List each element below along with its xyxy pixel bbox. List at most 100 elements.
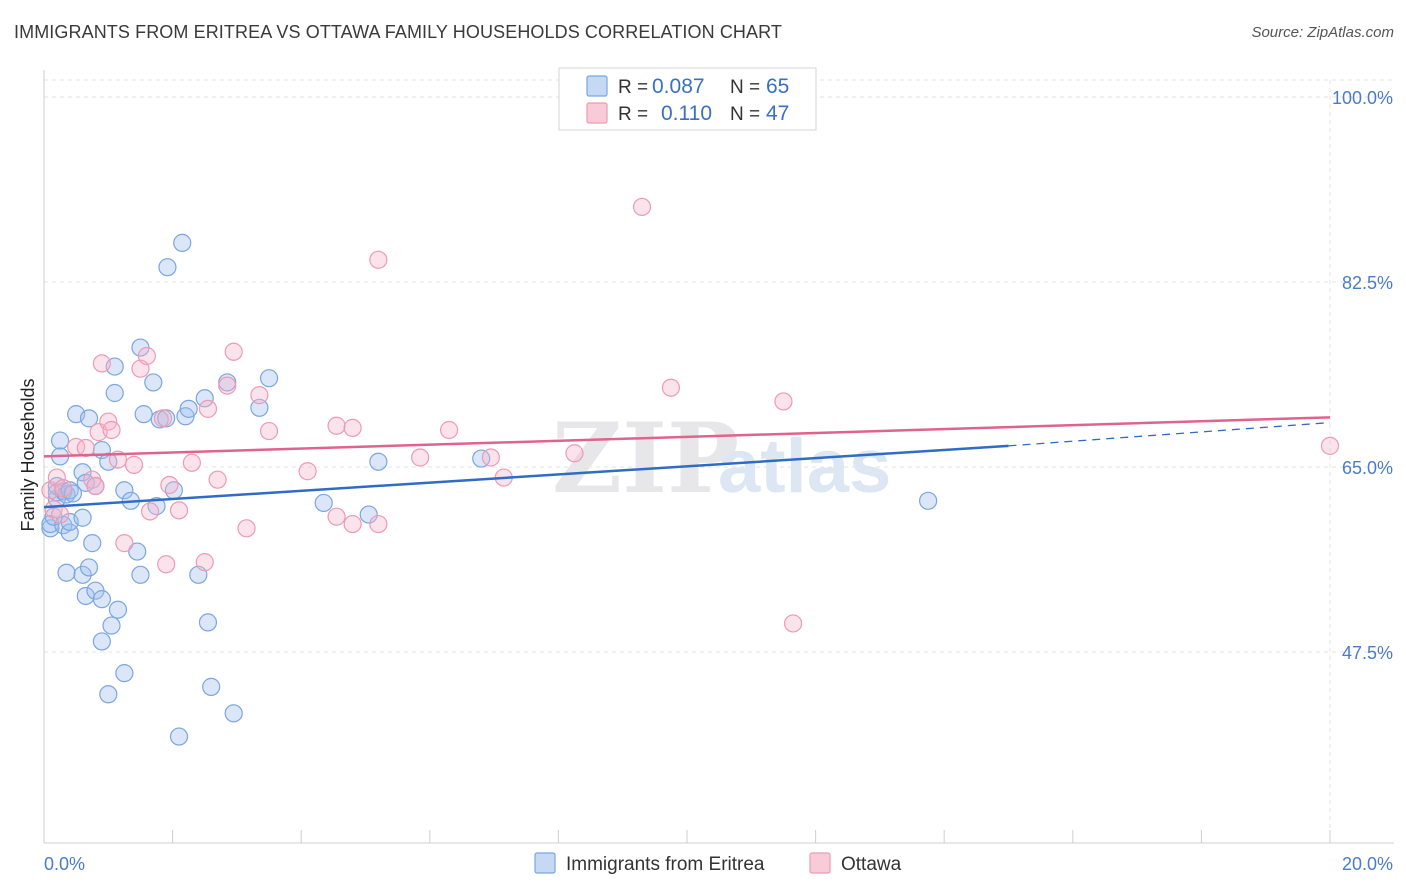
series-eritrea-points: [41, 233, 938, 746]
eritrea-point-50: [173, 233, 192, 252]
ottawa-point-3: [50, 505, 70, 524]
eritrea-point-19: [73, 463, 92, 482]
ottawa-point-23: [182, 453, 201, 472]
ottawa-point-46: [774, 392, 793, 411]
ottawa-point-19: [153, 409, 173, 428]
eritrea-point-47: [158, 258, 177, 277]
ottawa-point-8: [86, 476, 105, 496]
ottawa-point-38: [369, 250, 388, 269]
eritrea-point-55: [198, 613, 218, 632]
ottawa-point-25: [198, 399, 218, 418]
ottawa-point-41: [481, 448, 500, 467]
x-tick-labels: 0.0% 20.0%: [44, 854, 1393, 874]
eritrea-point-39: [128, 542, 147, 561]
eritrea-point-54: [195, 389, 214, 408]
correlation-legend: R = 0.087 N = 65 R = 0.110 N = 47: [558, 67, 817, 131]
eritrea-point-6: [50, 431, 70, 450]
legend-bottom-swatch-pink: [809, 852, 831, 874]
legend-r-label-pink: R =: [618, 104, 648, 125]
y-tick-label-0: 47.5%: [1342, 643, 1393, 663]
legend-swatch-pink: [586, 102, 608, 124]
eritrea-point-31: [99, 685, 118, 704]
series-legend: Immigrants from Eritrea Ottawa: [534, 852, 902, 875]
eritrea-point-64: [472, 449, 491, 468]
ottawa-point-37: [369, 514, 388, 534]
legend-r-value-pink: 0.110: [661, 102, 712, 125]
ottawa-point-21: [160, 475, 179, 495]
y-axis-title: Family Households: [18, 378, 38, 531]
legend-n-label-pink: N =: [730, 104, 760, 125]
eritrea-point-40: [131, 565, 150, 584]
eritrea-point-56: [202, 677, 221, 696]
ottawa-point-35: [343, 418, 362, 437]
ottawa-point-33: [327, 507, 346, 526]
eritrea-point-59: [250, 398, 269, 417]
eritrea-point-36: [115, 481, 134, 500]
ottawa-point-47: [783, 614, 803, 633]
eritrea-point-18: [73, 508, 92, 527]
legend-n-value-blue: 65: [766, 75, 789, 98]
ottawa-point-32: [298, 462, 317, 481]
ottawa-point-22: [169, 501, 189, 520]
ottawa-trend-line: [43, 416, 1331, 458]
ottawa-point-31: [259, 421, 279, 441]
eritrea-trend-extension: [1008, 421, 1331, 447]
eritrea-point-60: [259, 369, 279, 388]
watermark-zip: ZIP: [552, 402, 739, 515]
eritrea-point-10: [57, 563, 76, 582]
eritrea-point-15: [63, 484, 83, 503]
ottawa-point-12: [102, 420, 121, 440]
y-tick-label-3: 100.0%: [1332, 88, 1393, 108]
series-ottawa-points: [41, 197, 1340, 633]
ottawa-point-15: [124, 455, 144, 474]
eritrea-point-13: [60, 523, 79, 542]
eritrea-point-22: [79, 409, 99, 428]
y-tick-label-1: 65.0%: [1342, 458, 1393, 478]
legend-n-value-pink: 47: [766, 102, 789, 125]
eritrea-point-49: [169, 727, 189, 746]
eritrea-point-33: [105, 383, 124, 403]
ottawa-point-30: [250, 386, 269, 405]
eritrea-point-24: [83, 534, 102, 553]
axes: [43, 70, 1394, 844]
ottawa-point-45: [661, 378, 681, 397]
legend-n-label-blue: N =: [730, 77, 760, 98]
chart-title: IMMIGRANTS FROM ERITREA VS OTTAWA FAMILY…: [14, 22, 782, 42]
legend-bottom-label-eritrea: Immigrants from Eritrea: [566, 854, 765, 875]
ottawa-point-44: [632, 197, 652, 217]
eritrea-point-17: [73, 565, 92, 584]
ottawa-point-6: [76, 438, 95, 458]
eritrea-trend-line: [43, 444, 1009, 509]
ottawa-point-27: [218, 376, 237, 395]
legend-bottom-swatch-blue: [534, 852, 556, 874]
ottawa-point-36: [343, 514, 362, 534]
eritrea-point-28: [92, 632, 111, 651]
legend-r-label-blue: R =: [618, 77, 648, 98]
legend-bottom-label-ottawa: Ottawa: [841, 854, 902, 875]
ottawa-point-24: [195, 553, 214, 572]
eritrea-point-61: [314, 493, 333, 513]
ottawa-point-39: [411, 448, 430, 467]
ottawa-point-14: [115, 534, 134, 553]
ottawa-point-4: [54, 479, 73, 498]
eritrea-point-32: [102, 616, 121, 635]
ottawa-point-34: [327, 416, 346, 435]
eritrea-point-65: [919, 491, 938, 510]
eritrea-point-42: [134, 405, 153, 424]
ottawa-point-20: [157, 555, 176, 574]
eritrea-point-29: [92, 590, 111, 609]
eritrea-point-37: [115, 664, 134, 683]
x-tick-label-1: 20.0%: [1342, 854, 1393, 874]
eritrea-point-62: [359, 505, 378, 524]
ottawa-point-28: [224, 342, 243, 361]
trend-lines: [43, 416, 1331, 509]
eritrea-point-63: [369, 452, 388, 471]
ottawa-point-2: [47, 468, 66, 487]
ottawa-point-17: [137, 346, 156, 366]
eritrea-point-35: [108, 600, 128, 619]
y-tick-label-2: 82.5%: [1342, 273, 1393, 293]
ottawa-point-18: [140, 502, 160, 521]
ottawa-point-10: [92, 354, 111, 373]
eritrea-point-58: [224, 704, 243, 723]
